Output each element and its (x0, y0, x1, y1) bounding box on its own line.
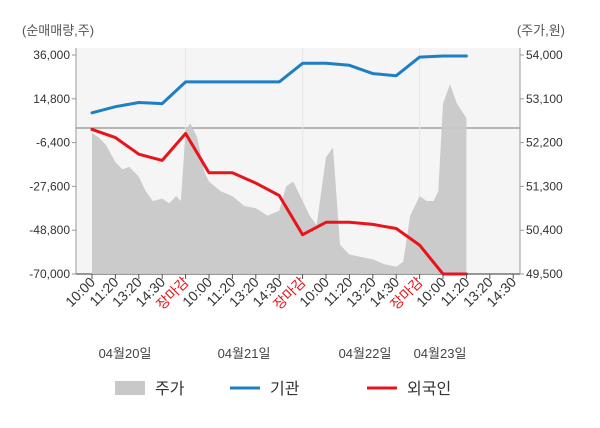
left-tick-label: 36,000 (33, 48, 70, 62)
legend-label: 주가 (155, 380, 185, 398)
left-tick-label: -70,000 (29, 267, 70, 281)
left-tick-label: -6,400 (36, 136, 70, 150)
date-label: 04월23일 (414, 346, 467, 361)
left-tick-label: 14,800 (33, 92, 70, 106)
legend-label: 기관 (270, 380, 300, 398)
left-tick-label: -27,600 (29, 179, 70, 193)
series-line-외국인 (90, 127, 468, 276)
legend-label: 외국인 (407, 380, 451, 398)
right-axis-ticks: 54,000 53,100 52,200 51,300 50,400 49,500 (520, 48, 563, 281)
series-line-layer (90, 54, 468, 276)
price-area-layer (92, 84, 467, 274)
legend-swatch-주가 (115, 381, 145, 395)
right-axis-unit-label: (주가,원) (517, 23, 565, 38)
date-label: 04월20일 (99, 346, 152, 361)
right-tick-label: 53,100 (526, 92, 563, 106)
right-tick-label: 54,000 (526, 48, 563, 62)
left-axis-ticks: 36,000 14,800 -6,400 -27,600 -48,800 -70,000 (29, 48, 76, 281)
right-tick-label: 51,300 (526, 179, 563, 193)
legend: 주가 기관 외국인 (115, 380, 451, 398)
series-area-주가 (92, 84, 467, 274)
series-line-기관 (90, 54, 468, 115)
left-axis-unit-label: (순매매량,주) (22, 23, 94, 38)
date-label: 04월22일 (339, 346, 392, 361)
right-tick-label: 49,500 (526, 267, 563, 281)
date-label: 04월21일 (218, 346, 271, 361)
right-tick-label: 52,200 (526, 136, 563, 150)
right-tick-label: 50,400 (526, 223, 563, 237)
date-labels: 04월20일 04월21일 04월22일 04월23일 (99, 346, 467, 361)
left-tick-label: -48,800 (29, 223, 70, 237)
